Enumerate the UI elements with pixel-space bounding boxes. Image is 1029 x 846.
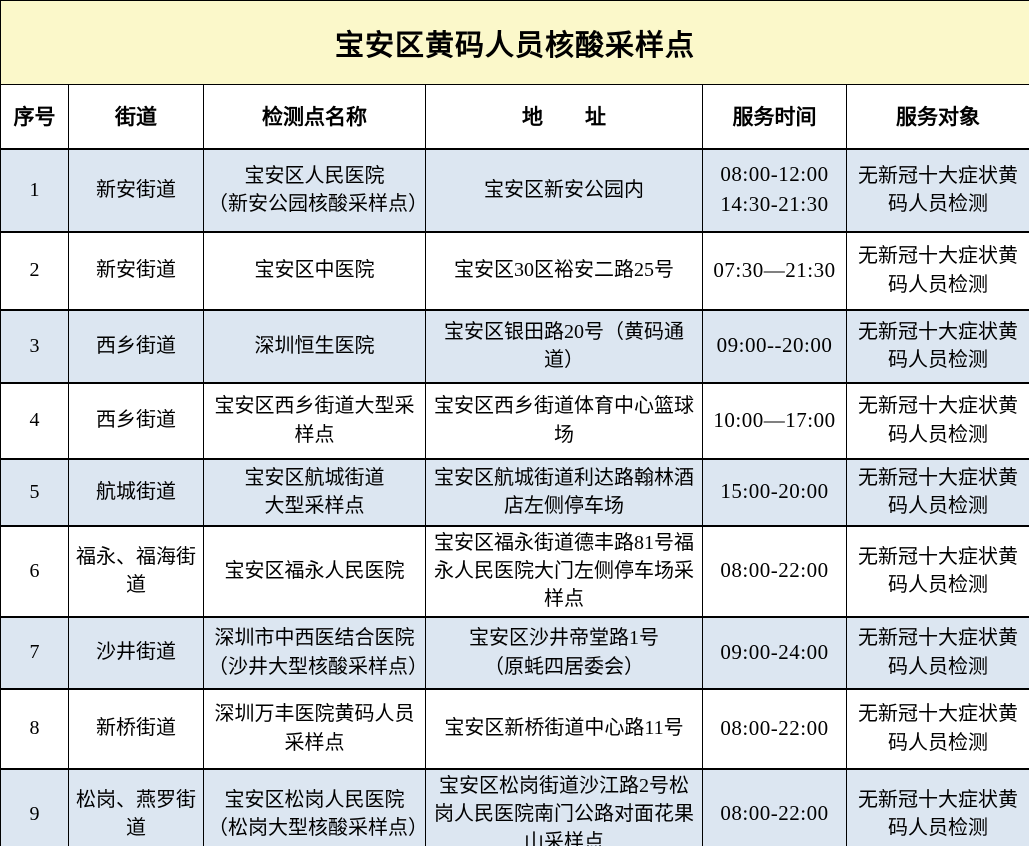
cell-service-target: 无新冠十大症状黄码人员检测 bbox=[845, 457, 1029, 527]
cell-street: 沙井街道 bbox=[68, 615, 204, 690]
cell-service-time: 08:00-22:00 bbox=[702, 687, 847, 770]
cell-service-time: 07:30—21:30 bbox=[702, 230, 847, 311]
table-row: 4 西乡街道 宝安区西乡街道大型采样点 宝安区西乡街道体育中心篮球场 10:00… bbox=[0, 381, 1029, 460]
cell-service-target: 无新冠十大症状黄码人员检测 bbox=[845, 230, 1029, 311]
page-title: 宝安区黄码人员核酸采样点 bbox=[0, 0, 1029, 85]
cell-address: 宝安区银田路20号（黄码通道） bbox=[425, 308, 703, 384]
header-row: 序号 街道 检测点名称 地 址 服务时间 服务对象 bbox=[0, 84, 1029, 150]
cell-site-name: 深圳市中西医结合医院 （沙井大型核酸采样点） bbox=[203, 615, 426, 690]
cell-site-name: 深圳恒生医院 bbox=[203, 308, 426, 384]
cell-site-name: 宝安区中医院 bbox=[203, 230, 426, 311]
table-row: 9 松岗、燕罗街道 宝安区松岗人民医院 （松岗大型核酸采样点） 宝安区松岗街道沙… bbox=[0, 767, 1029, 846]
cell-serial: 9 bbox=[0, 767, 69, 846]
cell-service-time: 09:00-24:00 bbox=[702, 615, 847, 690]
cell-service-time: 08:00-22:00 bbox=[702, 767, 847, 846]
cell-address: 宝安区沙井帝堂路1号 （原蚝四居委会） bbox=[425, 615, 703, 690]
cell-street: 新安街道 bbox=[68, 147, 204, 233]
cell-service-time: 15:00-20:00 bbox=[702, 457, 847, 527]
header-address: 地 址 bbox=[425, 84, 703, 150]
cell-service-time: 09:00--20:00 bbox=[702, 308, 847, 384]
cell-street: 西乡街道 bbox=[68, 381, 204, 460]
cell-street: 福永、福海街道 bbox=[68, 524, 204, 618]
table-row: 3 西乡街道 深圳恒生医院 宝安区银田路20号（黄码通道） 09:00--20:… bbox=[0, 308, 1029, 384]
cell-service-target: 无新冠十大症状黄码人员检测 bbox=[845, 524, 1029, 618]
cell-serial: 3 bbox=[0, 308, 69, 384]
table-row: 6 福永、福海街道 宝安区福永人民医院 宝安区福永街道德丰路81号福永人民医院大… bbox=[0, 524, 1029, 618]
cell-service-target: 无新冠十大症状黄码人员检测 bbox=[845, 308, 1029, 384]
cell-service-target: 无新冠十大症状黄码人员检测 bbox=[845, 767, 1029, 846]
cell-serial: 2 bbox=[0, 230, 69, 311]
header-service-target: 服务对象 bbox=[845, 84, 1029, 150]
title-row: 宝安区黄码人员核酸采样点 bbox=[0, 0, 1029, 85]
cell-service-target: 无新冠十大症状黄码人员检测 bbox=[845, 147, 1029, 233]
cell-service-target: 无新冠十大症状黄码人员检测 bbox=[845, 687, 1029, 770]
cell-street: 松岗、燕罗街道 bbox=[68, 767, 204, 846]
cell-address: 宝安区30区裕安二路25号 bbox=[425, 230, 703, 311]
cell-site-name: 宝安区福永人民医院 bbox=[203, 524, 426, 618]
table-row: 2 新安街道 宝安区中医院 宝安区30区裕安二路25号 07:30—21:30 … bbox=[0, 230, 1029, 311]
cell-site-name: 宝安区西乡街道大型采样点 bbox=[203, 381, 426, 460]
cell-street: 新桥街道 bbox=[68, 687, 204, 770]
cell-service-time: 10:00—17:00 bbox=[702, 381, 847, 460]
cell-street: 西乡街道 bbox=[68, 308, 204, 384]
cell-street: 新安街道 bbox=[68, 230, 204, 311]
cell-address: 宝安区新桥街道中心路11号 bbox=[425, 687, 703, 770]
cell-site-name: 深圳万丰医院黄码人员采样点 bbox=[203, 687, 426, 770]
cell-address: 宝安区福永街道德丰路81号福永人民医院大门左侧停车场采样点 bbox=[425, 524, 703, 618]
cell-address: 宝安区航城街道利达路翰林酒店左侧停车场 bbox=[425, 457, 703, 527]
cell-serial: 1 bbox=[0, 147, 69, 233]
cell-service-time: 08:00-12:00 14:30-21:30 bbox=[702, 147, 847, 233]
cell-service-target: 无新冠十大症状黄码人员检测 bbox=[845, 615, 1029, 690]
table-row: 5 航城街道 宝安区航城街道 大型采样点 宝安区航城街道利达路翰林酒店左侧停车场… bbox=[0, 457, 1029, 527]
cell-address: 宝安区新安公园内 bbox=[425, 147, 703, 233]
cell-serial: 8 bbox=[0, 687, 69, 770]
table-row: 8 新桥街道 深圳万丰医院黄码人员采样点 宝安区新桥街道中心路11号 08:00… bbox=[0, 687, 1029, 770]
cell-serial: 4 bbox=[0, 381, 69, 460]
cell-address: 宝安区松岗街道沙江路2号松岗人民医院南门公路对面花果山采样点 bbox=[425, 767, 703, 846]
table-row: 7 沙井街道 深圳市中西医结合医院 （沙井大型核酸采样点） 宝安区沙井帝堂路1号… bbox=[0, 615, 1029, 690]
header-street: 街道 bbox=[68, 84, 204, 150]
header-serial: 序号 bbox=[0, 84, 69, 150]
cell-site-name: 宝安区松岗人民医院 （松岗大型核酸采样点） bbox=[203, 767, 426, 846]
cell-site-name: 宝安区人民医院 （新安公园核酸采样点） bbox=[203, 147, 426, 233]
header-service-time: 服务时间 bbox=[702, 84, 847, 150]
cell-address: 宝安区西乡街道体育中心篮球场 bbox=[425, 381, 703, 460]
cell-serial: 5 bbox=[0, 457, 69, 527]
cell-serial: 6 bbox=[0, 524, 69, 618]
cell-serial: 7 bbox=[0, 615, 69, 690]
cell-site-name: 宝安区航城街道 大型采样点 bbox=[203, 457, 426, 527]
cell-service-time: 08:00-22:00 bbox=[702, 524, 847, 618]
header-site-name: 检测点名称 bbox=[203, 84, 426, 150]
cell-street: 航城街道 bbox=[68, 457, 204, 527]
table-row: 1 新安街道 宝安区人民医院 （新安公园核酸采样点） 宝安区新安公园内 08:0… bbox=[0, 147, 1029, 233]
cell-service-target: 无新冠十大症状黄码人员检测 bbox=[845, 381, 1029, 460]
